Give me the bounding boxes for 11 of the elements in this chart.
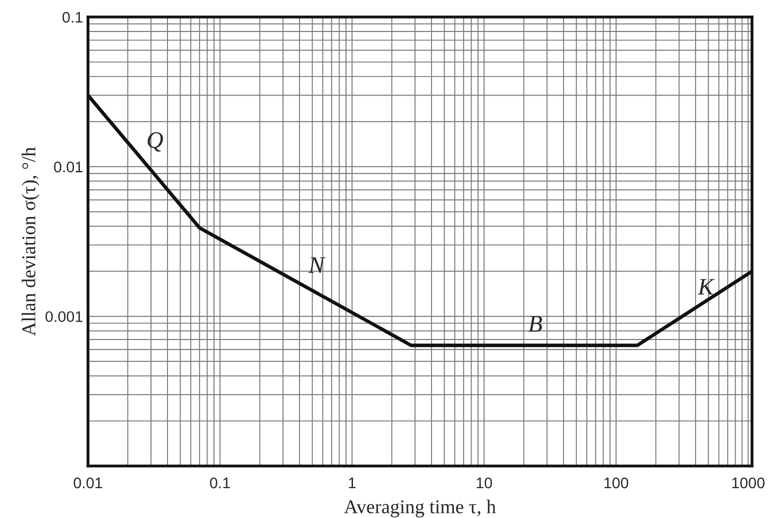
y-axis-title: Allan deviation σ(τ), °/h	[22, 147, 40, 336]
x-tick-label: 0.1	[210, 478, 230, 488]
x-tick-label: 1	[348, 478, 356, 488]
x-axis-title: Averaging time τ, h	[344, 500, 496, 518]
y-tick-label: 0.001	[46, 311, 82, 322]
x-tick-label: 100	[604, 478, 628, 488]
y-tick-label: 0.01	[54, 162, 82, 172]
x-tick-label: 1000	[732, 478, 765, 488]
y-tick-label: 0.1	[62, 12, 82, 23]
x-tick-label: 0.01	[74, 478, 102, 488]
x-tick-label: 10	[476, 478, 492, 488]
